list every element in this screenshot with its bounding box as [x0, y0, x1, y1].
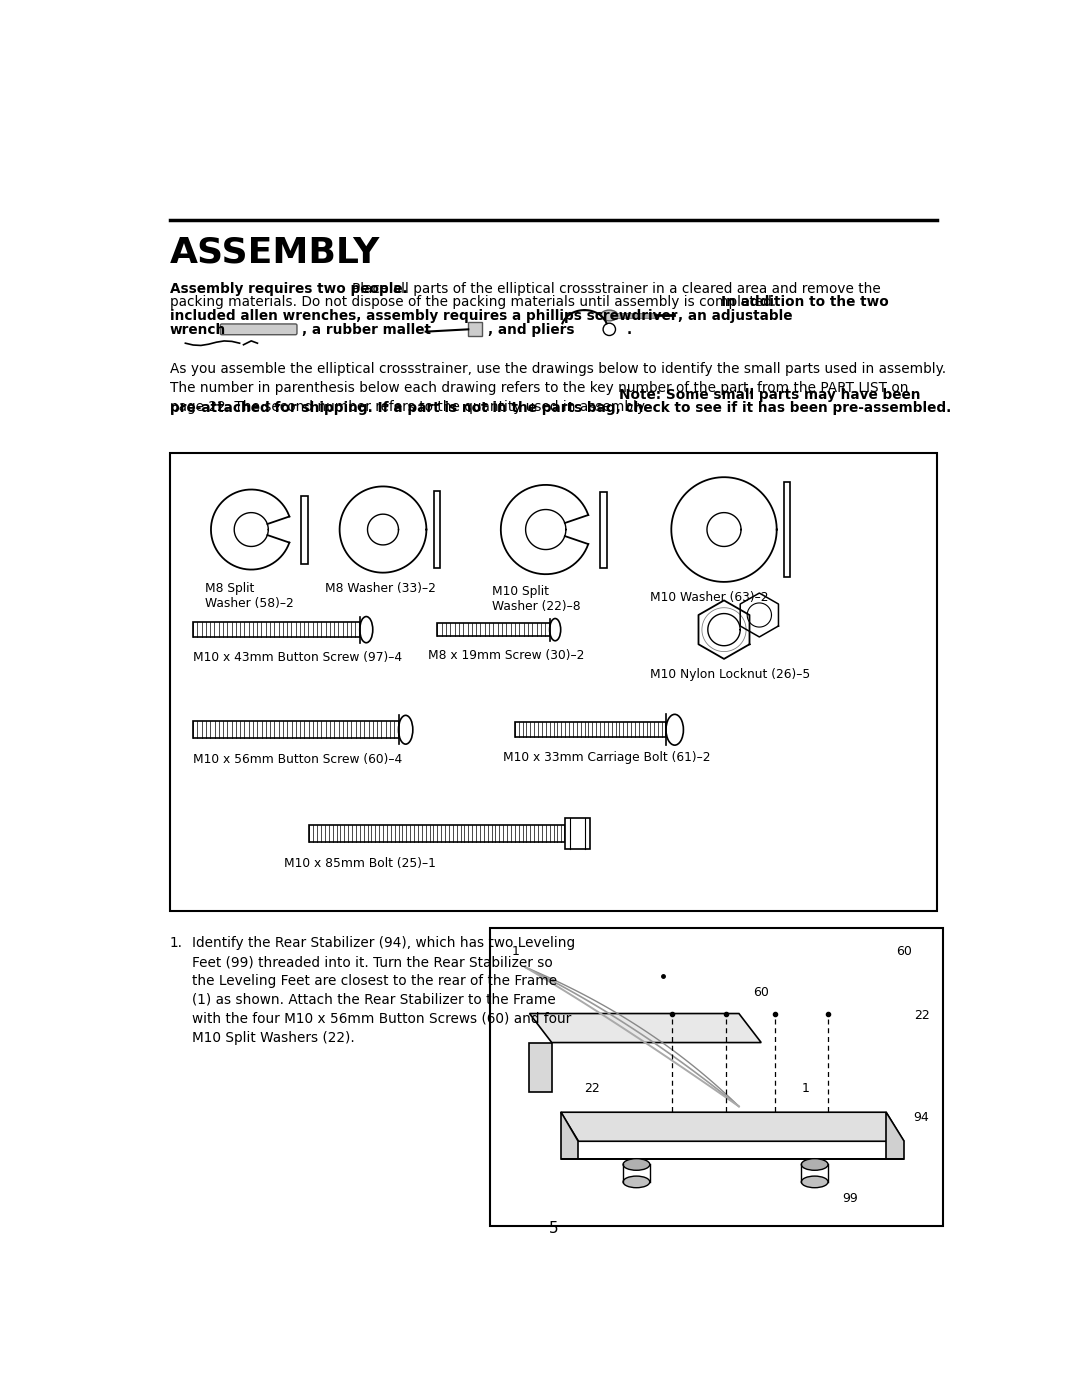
Text: , and pliers: , and pliers	[488, 323, 575, 337]
Text: 22: 22	[914, 1010, 930, 1023]
Ellipse shape	[600, 310, 618, 321]
Text: In addition to the two: In addition to the two	[721, 295, 889, 310]
Polygon shape	[529, 1042, 552, 1092]
Text: 22: 22	[584, 1081, 599, 1095]
Bar	[469, 323, 482, 337]
Ellipse shape	[801, 1158, 828, 1171]
Text: wrench: wrench	[170, 323, 226, 337]
Bar	[193, 721, 399, 738]
Text: 1: 1	[801, 1081, 810, 1095]
Bar	[515, 722, 666, 738]
Text: 5: 5	[549, 1221, 558, 1236]
Bar	[301, 496, 308, 563]
Polygon shape	[529, 1014, 761, 1042]
Text: M8 x 19mm Screw (30)–2: M8 x 19mm Screw (30)–2	[428, 648, 584, 662]
Text: 1: 1	[512, 946, 521, 958]
FancyBboxPatch shape	[220, 324, 297, 335]
Bar	[170, 453, 937, 911]
Text: As you assemble the elliptical crossstrainer, use the drawings below to identify: As you assemble the elliptical crossstra…	[170, 362, 946, 414]
Text: M8 Split
Washer (58)–2: M8 Split Washer (58)–2	[205, 583, 294, 610]
Bar	[434, 490, 440, 569]
Text: Assembly requires two people.: Assembly requires two people.	[170, 282, 407, 296]
Polygon shape	[886, 1112, 904, 1158]
Ellipse shape	[550, 619, 561, 641]
Ellipse shape	[360, 616, 373, 643]
Text: Note: Some small parts may have been: Note: Some small parts may have been	[619, 388, 920, 402]
Bar	[565, 819, 590, 849]
Text: packing materials. Do not dispose of the packing materials until assembly is com: packing materials. Do not dispose of the…	[170, 295, 777, 310]
Bar	[613, 313, 656, 317]
Text: M10 x 56mm Button Screw (60)–4: M10 x 56mm Button Screw (60)–4	[193, 753, 403, 766]
Text: .: .	[627, 323, 632, 337]
Bar	[193, 622, 360, 637]
Polygon shape	[561, 1112, 579, 1158]
Text: , an adjustable: , an adjustable	[677, 309, 792, 323]
Text: M10 x 33mm Carriage Bolt (61)–2: M10 x 33mm Carriage Bolt (61)–2	[503, 752, 711, 764]
Text: Place all parts of the elliptical crossstrainer in a cleared area and remove the: Place all parts of the elliptical crosss…	[352, 282, 881, 296]
Bar	[784, 482, 789, 577]
Text: Identify the Rear Stabilizer (94), which has two Leveling
Feet (99) threaded int: Identify the Rear Stabilizer (94), which…	[191, 936, 575, 1045]
Bar	[309, 826, 565, 842]
Text: ASSEMBLY: ASSEMBLY	[170, 236, 380, 270]
Text: 1.: 1.	[170, 936, 183, 950]
Ellipse shape	[666, 714, 684, 745]
Text: M10 Washer (63)–2: M10 Washer (63)–2	[650, 591, 769, 604]
Text: 94: 94	[914, 1111, 930, 1125]
Ellipse shape	[623, 1176, 650, 1187]
Text: included allen wrenches, assembly requires a phillips screwdriver: included allen wrenches, assembly requir…	[170, 309, 677, 323]
Text: M10 x 43mm Button Screw (97)–4: M10 x 43mm Button Screw (97)–4	[193, 651, 402, 664]
Ellipse shape	[399, 715, 413, 745]
Text: 60: 60	[896, 946, 912, 958]
Ellipse shape	[801, 1176, 828, 1187]
Text: M10 x 85mm Bolt (25)–1: M10 x 85mm Bolt (25)–1	[284, 856, 435, 870]
Text: 60: 60	[753, 986, 769, 999]
Bar	[490, 929, 943, 1227]
Text: M10 Nylon Locknut (26)–5: M10 Nylon Locknut (26)–5	[650, 668, 811, 682]
Text: M8 Washer (33)–2: M8 Washer (33)–2	[325, 583, 435, 595]
Bar	[600, 492, 607, 567]
Text: pre-attached for shipping. If a part is not in the parts bag, check to see if it: pre-attached for shipping. If a part is …	[170, 401, 951, 415]
Polygon shape	[561, 1112, 904, 1141]
Text: M10 Split
Washer (22)–8: M10 Split Washer (22)–8	[491, 585, 580, 613]
Text: , a rubber mallet: , a rubber mallet	[301, 323, 431, 337]
Bar	[437, 623, 550, 636]
Text: 99: 99	[842, 1192, 859, 1206]
Ellipse shape	[623, 1158, 650, 1171]
